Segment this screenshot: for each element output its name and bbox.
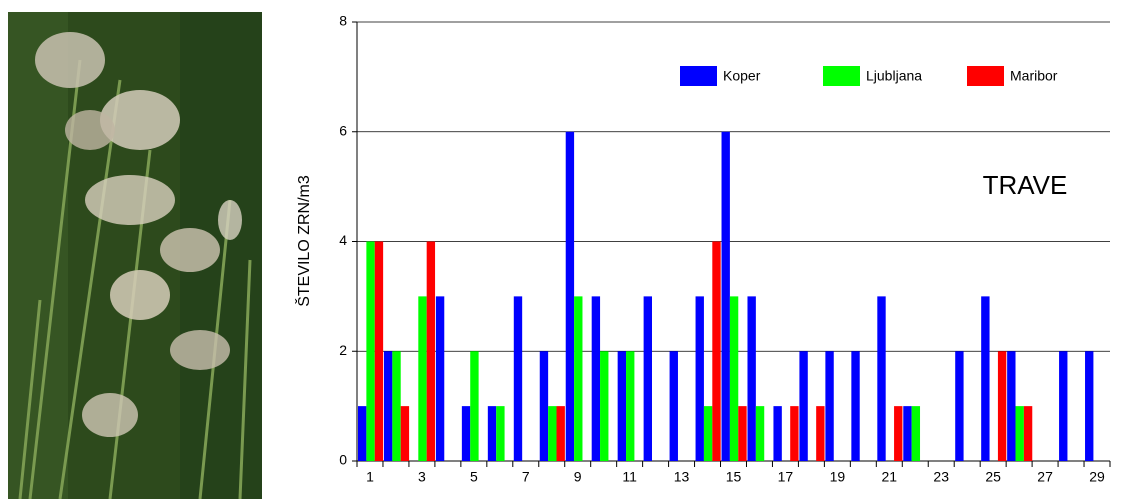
x-tick-label: 27 bbox=[1037, 469, 1053, 485]
bar bbox=[548, 406, 557, 461]
legend-label: Ljubljana bbox=[866, 68, 922, 84]
grass-photo bbox=[8, 12, 262, 500]
bar bbox=[729, 296, 739, 461]
bar bbox=[669, 351, 678, 461]
x-tick-label: 1 bbox=[366, 469, 374, 485]
bar bbox=[738, 406, 747, 461]
bar bbox=[400, 406, 410, 461]
bar bbox=[755, 406, 765, 461]
y-axis-label: ŠTEVILO ZRN/m3 bbox=[294, 175, 313, 307]
bar bbox=[392, 351, 401, 461]
bar bbox=[997, 351, 1007, 461]
bar bbox=[877, 296, 886, 461]
bar bbox=[894, 406, 903, 461]
bar bbox=[747, 296, 756, 461]
bar bbox=[721, 131, 730, 461]
bar bbox=[374, 241, 384, 461]
legend-label: Koper bbox=[723, 68, 761, 84]
bar bbox=[461, 406, 471, 461]
bar bbox=[703, 406, 713, 461]
x-tick-label: 9 bbox=[574, 469, 582, 485]
bar bbox=[366, 241, 375, 461]
annotation: TRAVE bbox=[983, 170, 1068, 200]
bar bbox=[825, 351, 834, 461]
bar bbox=[539, 351, 549, 461]
legend-label: Maribor bbox=[1010, 68, 1058, 84]
x-tick-label: 23 bbox=[933, 469, 949, 485]
bar bbox=[981, 296, 990, 461]
bar bbox=[1059, 351, 1068, 461]
bar bbox=[418, 296, 427, 461]
bar bbox=[955, 351, 964, 461]
bar bbox=[565, 131, 575, 461]
y-tick-label: 8 bbox=[339, 13, 347, 29]
x-tick-label: 13 bbox=[674, 469, 690, 485]
y-tick-label: 2 bbox=[339, 342, 347, 358]
x-tick-label: 11 bbox=[622, 469, 637, 485]
bar bbox=[591, 296, 601, 461]
x-tick-label: 25 bbox=[985, 469, 1001, 485]
x-tick-label: 15 bbox=[726, 469, 742, 485]
bar bbox=[496, 406, 505, 461]
bar bbox=[470, 351, 479, 461]
x-tick-label: 19 bbox=[830, 469, 846, 485]
x-tick-label: 7 bbox=[522, 469, 530, 485]
legend-swatch bbox=[680, 66, 717, 86]
bar bbox=[513, 296, 523, 461]
bar bbox=[816, 406, 825, 461]
legend-swatch bbox=[967, 66, 1004, 86]
bar bbox=[435, 296, 445, 461]
bar bbox=[556, 406, 565, 461]
bar bbox=[487, 406, 497, 461]
bar bbox=[574, 296, 583, 461]
bar bbox=[600, 351, 609, 461]
bar bbox=[695, 296, 704, 461]
x-tick-label: 21 bbox=[882, 469, 898, 485]
bar bbox=[799, 351, 808, 461]
bar bbox=[903, 406, 912, 461]
bar bbox=[712, 241, 721, 461]
bar bbox=[358, 406, 367, 461]
bar bbox=[851, 351, 860, 461]
legend-swatch bbox=[823, 66, 860, 86]
bar bbox=[626, 351, 635, 461]
x-tick-label: 3 bbox=[418, 469, 426, 485]
bar bbox=[1085, 351, 1094, 461]
bar bbox=[790, 406, 799, 461]
x-tick-label: 17 bbox=[778, 469, 794, 485]
bar bbox=[773, 406, 782, 461]
bar bbox=[1023, 406, 1033, 461]
bar bbox=[426, 241, 436, 461]
bar bbox=[1015, 406, 1024, 461]
bar bbox=[643, 296, 652, 461]
bar bbox=[617, 351, 627, 461]
bar bbox=[911, 406, 921, 461]
y-tick-label: 0 bbox=[339, 452, 347, 468]
x-tick-label: 29 bbox=[1089, 469, 1105, 485]
x-tick-label: 5 bbox=[470, 469, 478, 485]
bar bbox=[1007, 351, 1016, 461]
y-tick-label: 6 bbox=[339, 122, 347, 138]
y-tick-label: 4 bbox=[339, 232, 347, 248]
bar bbox=[383, 351, 393, 461]
